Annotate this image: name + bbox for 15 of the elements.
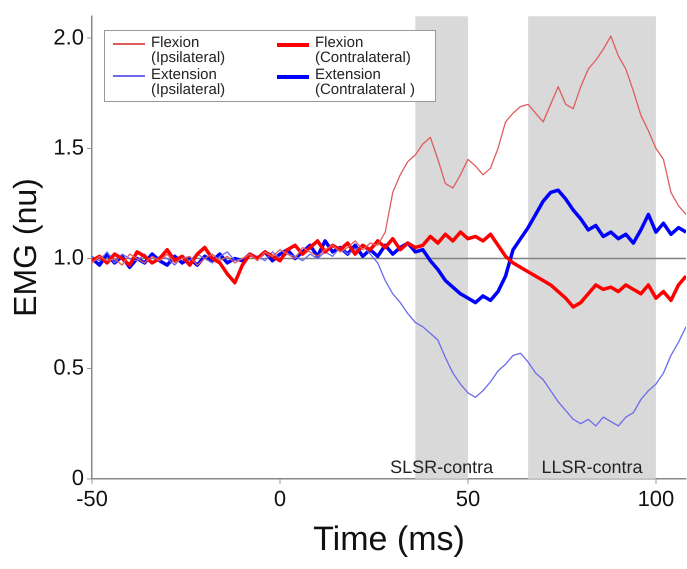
x-tick-label: 50 [456, 486, 480, 512]
x-tick-label: 100 [638, 486, 674, 512]
y-tick-label: 1.0 [53, 244, 84, 270]
y-axis-title: EMG (nu) [7, 178, 44, 317]
x-tick-label: 0 [274, 486, 286, 512]
band-label: LLSR-contra [541, 456, 644, 477]
legend-label: Flexion (Ipsilateral) [150, 34, 226, 66]
y-tick-label: 0.5 [53, 354, 84, 380]
legend-label: Extension (Ipsilateral) [150, 66, 226, 98]
legend-label: Flexion (Contralateral) [314, 34, 412, 66]
x-axis-title: Time (ms) [313, 520, 465, 558]
band-label: SLSR-contra [390, 456, 494, 477]
legend-label: Extension (Contralateral ) [314, 66, 416, 98]
y-tick-label: 2.0 [53, 24, 84, 50]
y-tick-label: 1.5 [53, 134, 84, 160]
